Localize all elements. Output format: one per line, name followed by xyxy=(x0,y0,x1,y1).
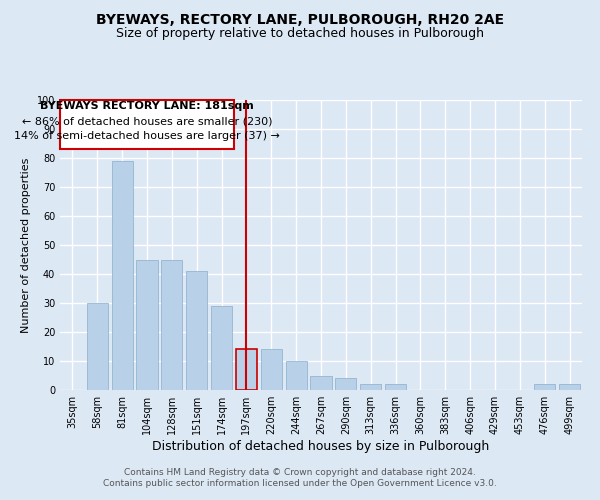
Bar xyxy=(360,384,381,390)
Bar xyxy=(286,361,307,390)
Bar xyxy=(261,350,282,390)
Text: Contains HM Land Registry data © Crown copyright and database right 2024.
Contai: Contains HM Land Registry data © Crown c… xyxy=(103,468,497,487)
Text: BYEWAYS, RECTORY LANE, PULBOROUGH, RH20 2AE: BYEWAYS, RECTORY LANE, PULBOROUGH, RH20 … xyxy=(96,12,504,26)
Bar xyxy=(236,350,257,390)
Text: 14% of semi-detached houses are larger (37) →: 14% of semi-detached houses are larger (… xyxy=(14,132,280,141)
Bar xyxy=(211,306,232,390)
X-axis label: Distribution of detached houses by size in Pulborough: Distribution of detached houses by size … xyxy=(152,440,490,453)
Y-axis label: Number of detached properties: Number of detached properties xyxy=(21,158,31,332)
Text: Size of property relative to detached houses in Pulborough: Size of property relative to detached ho… xyxy=(116,28,484,40)
Bar xyxy=(186,271,207,390)
Bar xyxy=(87,303,108,390)
Bar xyxy=(534,384,555,390)
Text: BYEWAYS RECTORY LANE: 181sqm: BYEWAYS RECTORY LANE: 181sqm xyxy=(40,102,254,112)
Bar xyxy=(559,384,580,390)
Bar xyxy=(310,376,332,390)
Bar xyxy=(385,384,406,390)
Bar xyxy=(60,100,234,150)
Bar xyxy=(136,260,158,390)
Bar xyxy=(335,378,356,390)
Bar xyxy=(112,161,133,390)
Bar xyxy=(161,260,182,390)
Text: ← 86% of detached houses are smaller (230): ← 86% of detached houses are smaller (23… xyxy=(22,116,272,126)
